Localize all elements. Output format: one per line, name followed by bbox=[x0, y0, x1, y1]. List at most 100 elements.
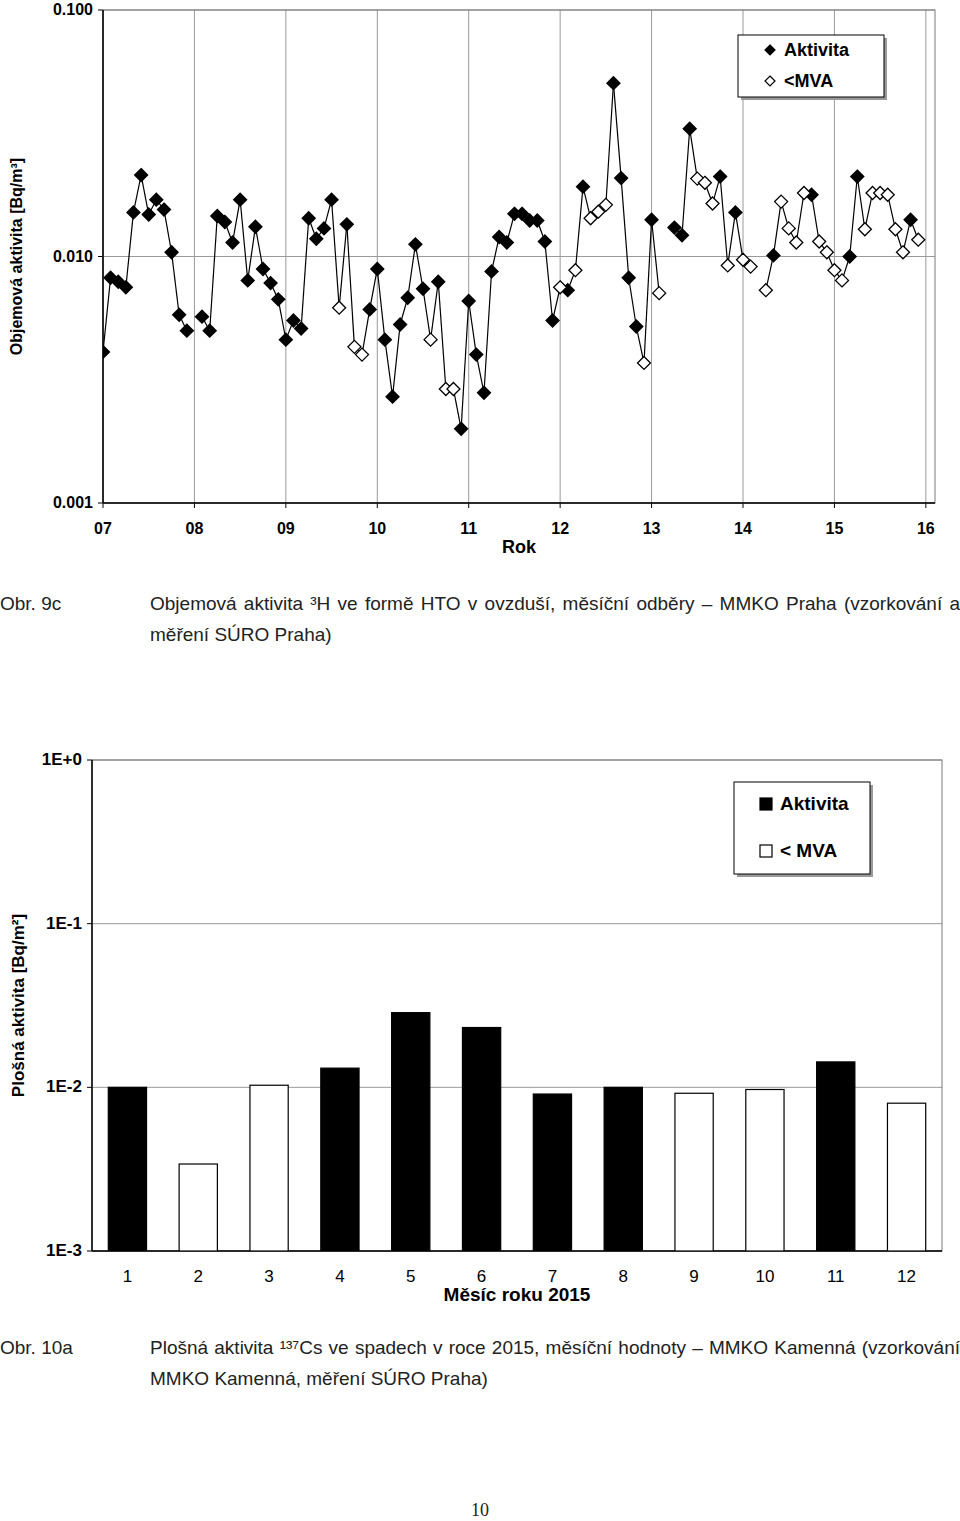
marker bbox=[386, 390, 399, 403]
x-tick-label: 14 bbox=[734, 520, 752, 537]
marker bbox=[135, 169, 148, 182]
marker bbox=[424, 333, 437, 346]
marker bbox=[264, 277, 277, 290]
bar bbox=[675, 1093, 713, 1251]
y-grid-line bbox=[103, 503, 935, 504]
marker bbox=[279, 333, 292, 346]
connector-line bbox=[575, 187, 583, 271]
marker bbox=[302, 212, 315, 225]
marker bbox=[851, 170, 864, 183]
marker bbox=[683, 122, 696, 135]
connector-line bbox=[690, 129, 698, 179]
x-grid-line bbox=[925, 10, 926, 503]
marker bbox=[272, 293, 285, 306]
marker bbox=[721, 259, 734, 272]
x-tick-label: 15 bbox=[826, 520, 844, 537]
x-tick-label: 3 bbox=[264, 1267, 273, 1286]
connector-line bbox=[233, 200, 241, 243]
x-axis-line bbox=[92, 1250, 942, 1252]
connector-line bbox=[103, 278, 111, 352]
marker bbox=[401, 291, 414, 304]
marker bbox=[150, 193, 163, 206]
marker bbox=[714, 170, 727, 183]
bar bbox=[604, 1087, 642, 1251]
connector-line bbox=[393, 324, 401, 396]
bar bbox=[817, 1062, 855, 1251]
marker bbox=[744, 260, 757, 273]
x-grid-line bbox=[468, 10, 469, 503]
marker bbox=[828, 264, 841, 277]
marker bbox=[645, 213, 658, 226]
marker bbox=[790, 236, 803, 249]
x-tick-label: 07 bbox=[94, 520, 112, 537]
marker bbox=[119, 281, 132, 294]
marker bbox=[432, 275, 445, 288]
plot-frame bbox=[103, 10, 935, 503]
bar bbox=[887, 1103, 925, 1251]
x-tick-label: 13 bbox=[643, 520, 661, 537]
bar bbox=[533, 1094, 571, 1251]
x-tick-label: 9 bbox=[689, 1267, 698, 1286]
connector-line bbox=[720, 177, 728, 266]
marker bbox=[653, 287, 666, 300]
connector-line bbox=[606, 83, 614, 205]
x-tick-label: 12 bbox=[551, 520, 569, 537]
y-tick-label: 1E-2 bbox=[46, 1077, 82, 1096]
bar bbox=[746, 1089, 784, 1251]
marker bbox=[500, 236, 513, 249]
marker bbox=[257, 262, 270, 275]
marker bbox=[767, 249, 780, 262]
legend-marker bbox=[760, 798, 772, 810]
connector-line bbox=[408, 244, 416, 297]
legend-marker bbox=[765, 45, 775, 55]
x-tick-label: 5 bbox=[406, 1267, 415, 1286]
marker bbox=[356, 348, 369, 361]
connector-line bbox=[461, 301, 469, 429]
connector-line bbox=[682, 129, 690, 236]
connector-line bbox=[339, 224, 347, 307]
marker bbox=[569, 264, 582, 277]
marker bbox=[447, 383, 460, 396]
x-tick-label: 1 bbox=[123, 1267, 132, 1286]
legend-marker bbox=[760, 845, 772, 857]
y-tick-label: 1E-3 bbox=[46, 1241, 82, 1260]
marker bbox=[622, 271, 635, 284]
marker bbox=[729, 206, 742, 219]
x-tick-label: 8 bbox=[619, 1267, 628, 1286]
marker bbox=[531, 214, 544, 227]
marker bbox=[912, 233, 925, 246]
legend-label: < MVA bbox=[780, 840, 837, 861]
x-grid-line bbox=[651, 10, 652, 503]
marker bbox=[173, 308, 186, 321]
bar bbox=[321, 1068, 359, 1251]
bar bbox=[179, 1164, 217, 1251]
connector-line bbox=[347, 224, 355, 346]
legend-label: Aktivita bbox=[784, 40, 850, 60]
marker bbox=[889, 223, 902, 236]
x-tick-label: 4 bbox=[335, 1267, 344, 1286]
connector-line bbox=[240, 200, 248, 281]
connector-line bbox=[629, 278, 637, 327]
x-tick-label: 11 bbox=[460, 520, 477, 537]
x-axis-line bbox=[103, 502, 935, 504]
legend: Aktivita<MVA bbox=[738, 35, 887, 100]
bar bbox=[392, 1013, 430, 1251]
marker bbox=[577, 180, 590, 193]
connector-line bbox=[469, 301, 477, 355]
marker bbox=[103, 345, 110, 358]
plot-frame bbox=[92, 760, 942, 1251]
caption-text: Plošná aktivita ¹³⁷Cs ve spadech v roce … bbox=[150, 1332, 960, 1394]
connector-line bbox=[796, 193, 804, 242]
marker bbox=[409, 238, 422, 251]
x-grid-line bbox=[377, 10, 378, 503]
marker bbox=[142, 208, 155, 221]
marker bbox=[820, 246, 833, 259]
marker bbox=[295, 322, 308, 335]
connector-line bbox=[812, 195, 820, 242]
x-grid-line bbox=[103, 10, 104, 503]
connector-line bbox=[210, 216, 218, 331]
connector-line bbox=[621, 178, 629, 278]
data-marks bbox=[108, 1013, 925, 1251]
bar bbox=[462, 1028, 500, 1251]
marker bbox=[310, 232, 323, 245]
